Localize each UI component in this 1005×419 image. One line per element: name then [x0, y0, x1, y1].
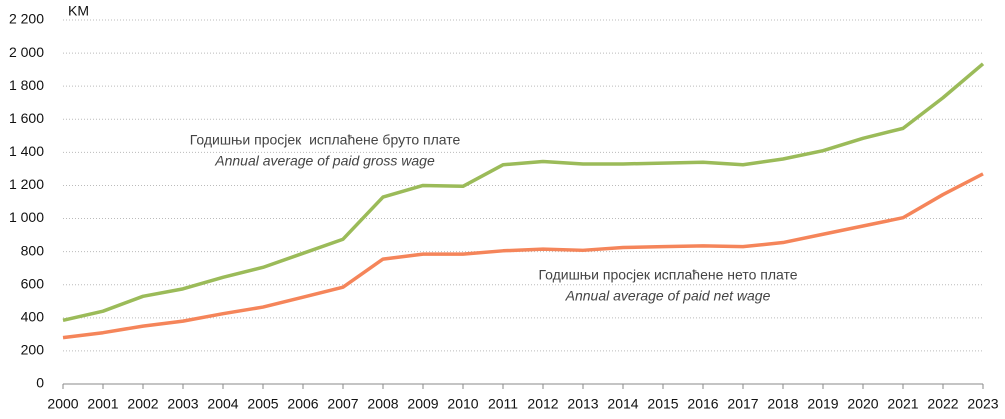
- x-tick-label: 2021: [887, 396, 918, 412]
- y-tick-label: 2 200: [9, 11, 44, 27]
- y-tick-label: 400: [21, 309, 45, 325]
- x-tick-label: 2022: [927, 396, 958, 412]
- annotation: Annual average of paid net wage: [565, 288, 771, 304]
- y-unit: KM: [68, 3, 89, 19]
- series-line: [62, 62, 985, 323]
- y-tick-label: 200: [21, 342, 45, 358]
- x-tick-label: 2008: [367, 396, 398, 412]
- y-tick-label: 1 600: [9, 110, 44, 126]
- x-tick-label: 2000: [47, 396, 78, 412]
- annotation: Годишњи просјек исплаћене нето плате: [538, 267, 797, 283]
- x-tick-label: 2013: [567, 396, 598, 412]
- y-tick-label: 1 000: [9, 209, 44, 225]
- x-tick-label: 2018: [767, 396, 798, 412]
- x-tick-label: 2003: [167, 396, 198, 412]
- x-tick-label: 2016: [687, 396, 718, 412]
- series-line: [62, 172, 984, 340]
- y-tick-label: 0: [36, 375, 44, 391]
- annotation: Annual average of paid gross wage: [214, 153, 435, 169]
- x-tick-label: 2001: [87, 396, 118, 412]
- x-tick-label: 2004: [207, 396, 238, 412]
- x-tick-label: 2012: [527, 396, 558, 412]
- x-tick-label: 2019: [807, 396, 838, 412]
- x-tick-label: 2014: [607, 396, 638, 412]
- x-tick-label: 2010: [447, 396, 478, 412]
- x-tick-label: 2007: [327, 396, 358, 412]
- y-tick-label: 1 400: [9, 143, 44, 159]
- x-tick-label: 2005: [247, 396, 278, 412]
- x-tick-label: 2009: [407, 396, 438, 412]
- y-tick-label: 800: [21, 242, 45, 258]
- x-tick-label: 2006: [287, 396, 318, 412]
- y-tick-label: 600: [21, 275, 45, 291]
- y-tick-label: 2 000: [9, 44, 44, 60]
- x-tick-label: 2002: [127, 396, 158, 412]
- y-tick-label: 1 800: [9, 77, 44, 93]
- x-tick-label: 2020: [847, 396, 878, 412]
- y-tick-label: 1 200: [9, 176, 44, 192]
- annotation: Годишњи просјек исплаћене бруто плате: [190, 132, 461, 148]
- x-tick-label: 2011: [488, 396, 518, 412]
- x-tick-label: 2015: [647, 396, 678, 412]
- x-tick-label: 2023: [967, 396, 998, 412]
- x-tick-label: 2017: [727, 396, 758, 412]
